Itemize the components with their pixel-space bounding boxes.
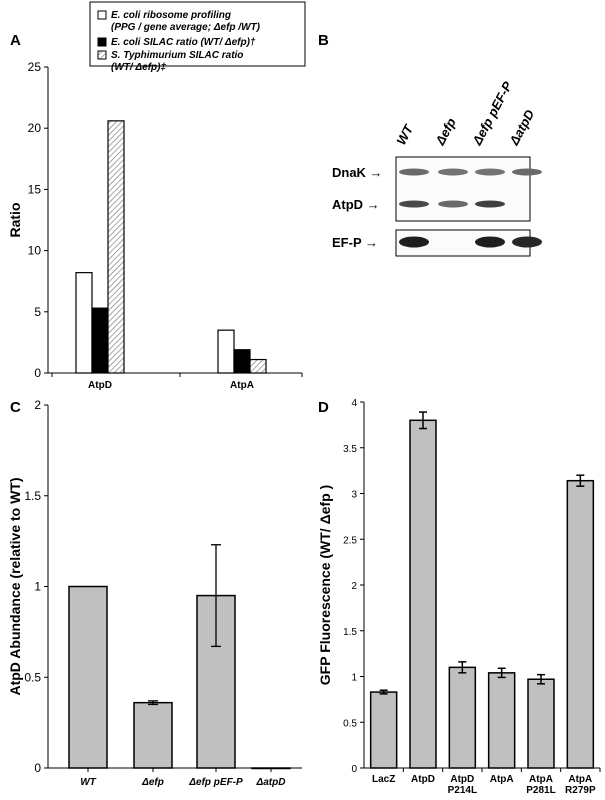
- y-tick-label: 25: [28, 60, 42, 74]
- x-tick-label: AtpA: [490, 774, 514, 785]
- y-tick-label: 4: [351, 398, 357, 409]
- y-tick-label: 0: [351, 764, 357, 775]
- x-tick-label: ΔatpD: [256, 777, 286, 788]
- bar: [487, 672, 516, 769]
- bar: [448, 666, 477, 769]
- y-tick-label: 3.5: [343, 444, 357, 455]
- y-tick-label: 2: [34, 398, 41, 412]
- y-tick-label: 0: [34, 366, 41, 380]
- y-axis-title: Ratio: [7, 203, 23, 238]
- x-tick-label: AtpD: [88, 380, 112, 391]
- panel-letter-c: C: [10, 399, 21, 416]
- blot-band: [512, 236, 542, 248]
- panel-letter-b: B: [318, 32, 329, 49]
- blot-band: [438, 200, 468, 208]
- legend-swatch-hatched: [97, 50, 107, 60]
- y-tick-label: 2: [351, 581, 357, 592]
- x-tick-label: AtpA: [230, 380, 254, 391]
- y-tick-label: 0: [34, 761, 41, 775]
- y-tick-label: 2.5: [343, 535, 357, 546]
- bar: [249, 358, 267, 374]
- x-tick-label: P281L: [526, 785, 555, 796]
- blot-band: [475, 168, 505, 176]
- x-tick-label: WT: [80, 777, 96, 788]
- panel-letter-a: A: [10, 32, 21, 49]
- legend-swatch-open: [97, 10, 107, 20]
- y-tick-label: 1.5: [343, 627, 357, 638]
- bar: [75, 272, 93, 374]
- y-axis-title: GFP Fluorescence (WT/ Δefp ): [317, 485, 333, 685]
- x-tick-label: AtpD: [450, 774, 474, 785]
- bar: [369, 691, 398, 769]
- y-tick-label: 3: [351, 490, 357, 501]
- y-tick-label: 5: [34, 305, 41, 319]
- lane-label: WT: [393, 122, 416, 148]
- bar: [527, 678, 555, 769]
- x-tick-label: Δefp: [141, 777, 164, 788]
- x-tick-label: R279P: [565, 785, 596, 796]
- bar: [107, 120, 125, 374]
- bar: [68, 585, 108, 769]
- y-tick-label: 1: [351, 673, 357, 684]
- blot-band: [475, 236, 505, 248]
- blot-row-label: AtpD →: [332, 197, 380, 212]
- legend-item-2-line1: E. coli SILAC ratio (WT/ Δefp)†: [111, 37, 256, 48]
- blot-band: [399, 236, 429, 248]
- blot-membrane-top: [395, 156, 531, 222]
- blot-band: [399, 200, 429, 208]
- blot-band: [475, 200, 505, 208]
- bar: [91, 307, 109, 374]
- y-axis-title: AtpD Abundance (relative to WT): [7, 477, 23, 695]
- legend-a: E. coli ribosome profiling (PPG / gene a…: [89, 1, 306, 73]
- y-tick-label: 15: [28, 182, 42, 196]
- chart-d: 0 0.5 1 1.5 2 2.5 3 3.5 4 GFP Fluorescence (WT/ Δ…: [317, 398, 601, 796]
- chart-c: 0 0.5 1 1.5 2 AtpD Abundance (relative to WT)…: [7, 398, 302, 788]
- x-tick-label: Δefp pEF-P: [188, 777, 243, 788]
- legend-item-3-line2: (WT/ Δefp)‡: [111, 62, 166, 73]
- x-tick-label: LacZ: [372, 774, 395, 785]
- legend-item-1-line1: E. coli ribosome profiling: [111, 10, 231, 21]
- bar: [566, 479, 595, 769]
- y-tick-label: 1: [34, 580, 41, 594]
- legend-swatch-solid: [97, 37, 107, 47]
- chart-a: 0 5 10 15 20 25 Ratio AtpD AtpA: [7, 60, 303, 391]
- y-tick-label: 10: [28, 244, 42, 258]
- blot-band: [438, 168, 468, 176]
- y-tick-label: 20: [28, 121, 42, 135]
- blot-row-label: DnaK →: [332, 165, 383, 180]
- y-tick-label: 0.5: [343, 718, 357, 729]
- x-tick-label: AtpA: [529, 774, 553, 785]
- blot-row-label: EF-P →: [332, 235, 378, 250]
- bar: [133, 701, 173, 769]
- lane-label: ΔatpD: [506, 107, 538, 149]
- x-tick-label: AtpA: [568, 774, 592, 785]
- y-tick-label: 0.5: [24, 670, 41, 684]
- bar: [409, 419, 437, 769]
- bar: [217, 329, 235, 374]
- x-tick-label: P214L: [448, 785, 477, 796]
- legend-box: [89, 1, 306, 67]
- lane-label: Δefp: [432, 115, 459, 148]
- blot-band: [399, 168, 429, 176]
- blot-band: [512, 168, 542, 176]
- legend-item-3-line1: S. Typhimurium SILAC ratio: [111, 50, 243, 61]
- y-tick-label: 1.5: [24, 489, 41, 503]
- panel-letter-d: D: [318, 399, 329, 416]
- legend-item-1-line2: (PPG / gene average; Δefp /WT): [111, 22, 261, 33]
- bar: [233, 349, 251, 374]
- x-tick-label: AtpD: [411, 774, 435, 785]
